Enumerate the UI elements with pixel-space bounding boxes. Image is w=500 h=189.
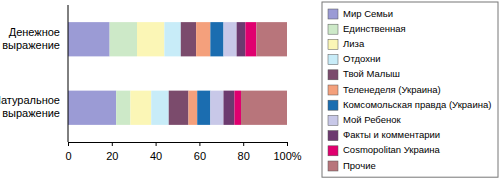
bar-segment — [223, 22, 236, 56]
bar-segment — [151, 91, 169, 125]
legend-label: Твой Малыш — [343, 68, 400, 79]
bar-segment — [110, 22, 137, 56]
bar-segment — [241, 91, 287, 125]
y-axis-line — [68, 5, 69, 142]
legend-swatch — [328, 146, 338, 156]
tick-mark — [156, 142, 157, 146]
legend-swatch — [328, 131, 338, 141]
series — [68, 22, 116, 125]
legend-label: Лиза — [343, 38, 365, 49]
category-label: Денежноевыражение — [2, 26, 60, 51]
bar-segment — [68, 91, 116, 125]
tick: 60 — [194, 142, 206, 162]
tick: 0 — [65, 142, 71, 162]
legend-label: Cosmopolitan Украина — [343, 144, 441, 155]
bar-segment — [169, 91, 189, 125]
tick: 80 — [238, 142, 250, 162]
bar-segment — [164, 22, 180, 56]
legend-label: Отдохни — [343, 53, 380, 64]
bar-segment — [188, 91, 197, 125]
bar-segment — [245, 22, 256, 56]
tick: 40 — [150, 142, 162, 162]
series — [188, 22, 210, 125]
legend: Мир Семьи Единственная Лиза Отдохни Твой Мал… — [322, 2, 498, 177]
tick: 100% — [273, 142, 301, 162]
plot: 0 20 40 60 80 100% Денежноевыражение Натурально… — [0, 5, 302, 162]
tick-label: 100% — [273, 150, 301, 162]
legend-label: Единственная — [343, 23, 406, 34]
series — [241, 22, 287, 125]
tick-label: 80 — [238, 150, 250, 162]
bar-segment — [116, 91, 130, 125]
tick-mark — [112, 142, 113, 146]
legend-swatch — [328, 161, 338, 171]
legend-swatch — [328, 85, 338, 95]
bar-segment — [237, 22, 246, 56]
bar-segment — [223, 91, 234, 125]
tick-label: 40 — [150, 150, 162, 162]
bar-segment — [210, 91, 223, 125]
bar-segment — [137, 22, 164, 56]
legend-label: Факты и комментарии — [343, 129, 440, 140]
legend-label: Прочие — [343, 160, 376, 171]
tick-label: 0 — [65, 150, 71, 162]
tick-label: 20 — [106, 150, 118, 162]
tick-mark — [68, 142, 69, 146]
chart: 0 20 40 60 80 100% Денежноевыражение Натурально… — [0, 0, 500, 189]
legend-swatch — [328, 9, 338, 19]
category-label: Натуральноевыражение — [0, 94, 60, 119]
bar-segment — [68, 22, 110, 56]
legend-swatch — [328, 115, 338, 125]
legend-swatch — [328, 100, 338, 110]
legend-swatch — [328, 70, 338, 80]
legend-box — [322, 2, 498, 177]
bar-segment — [181, 22, 196, 56]
bar-segment — [210, 22, 223, 56]
legend-label: Мой Ребенок — [343, 114, 401, 125]
legend-label: Комсомольская правда (Украина) — [343, 99, 491, 110]
tick-mark — [243, 142, 244, 146]
bar-segment — [197, 91, 210, 125]
series — [197, 22, 223, 125]
x-axis-line — [69, 143, 288, 147]
tick-label: 60 — [194, 150, 206, 162]
tick: 20 — [106, 142, 118, 162]
legend-swatch — [328, 24, 338, 34]
legend-label: Мир Семьи — [343, 8, 393, 19]
bar-segment — [256, 22, 287, 56]
bar-segment — [234, 91, 241, 125]
legend-swatch — [328, 39, 338, 49]
x-axis: 0 20 40 60 80 100% — [65, 142, 301, 162]
bar-segment — [130, 91, 151, 125]
legend-swatch — [328, 55, 338, 65]
series — [210, 22, 236, 125]
bar-segment — [196, 22, 210, 56]
tick-mark — [199, 142, 200, 146]
legend-label: Теленеделя (Украина) — [343, 84, 441, 95]
bars — [68, 22, 287, 125]
tick-mark — [287, 142, 288, 146]
